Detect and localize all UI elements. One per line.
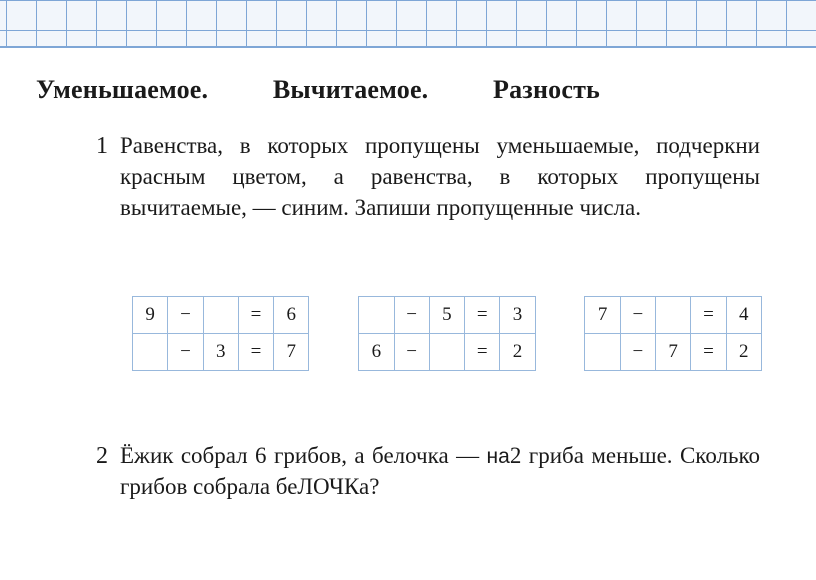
- r2e2c5: 2: [500, 334, 535, 371]
- dash: —: [456, 443, 479, 468]
- r1e1c1: 9: [133, 297, 168, 334]
- gap: [535, 297, 585, 334]
- r1e2c4: =: [465, 297, 500, 334]
- equations-grid: 9 − = 6 − 5 = 3 7 − = 4 − 3 = 7 6 −: [132, 296, 772, 388]
- r2e1c1: [133, 334, 168, 371]
- r1e3c5: 4: [726, 297, 761, 334]
- r2e3c4: =: [691, 334, 726, 371]
- title-word-1: Уменьшаемое.: [36, 75, 208, 105]
- r1e3c4: =: [691, 297, 726, 334]
- exercise-2: 2 Ёжик собрал 6 грибов, а белочка — на2 …: [120, 440, 760, 502]
- r2e3c2: −: [620, 334, 655, 371]
- r1e3c1: 7: [585, 297, 620, 334]
- page-title: Уменьшаемое. Вычитаемое. Разность: [36, 75, 780, 105]
- exercise-1-number: 1: [96, 130, 108, 162]
- r2e2c1: 6: [359, 334, 394, 371]
- r2e1c5: 7: [274, 334, 309, 371]
- r1e2c5: 3: [500, 297, 535, 334]
- r1e1c3: [203, 297, 238, 334]
- title-word-2: Вычитаемое.: [273, 75, 429, 105]
- r1e3c2: −: [620, 297, 655, 334]
- r1e3c3: [656, 297, 691, 334]
- r2e1c4: =: [238, 334, 273, 371]
- equation-row-1: 9 − = 6 − 5 = 3 7 − = 4: [133, 297, 762, 334]
- gap: [535, 334, 585, 371]
- r2e3c3: 7: [656, 334, 691, 371]
- r1e2c1: [359, 297, 394, 334]
- equation-row-2: − 3 = 7 6 − = 2 − 7 = 2: [133, 334, 762, 371]
- r2e1c3: 3: [203, 334, 238, 371]
- exercise-2-text-a: Ёжик собрал 6 грибов, а белочка: [120, 443, 456, 468]
- gap: [309, 334, 359, 371]
- r1e2c3: 5: [429, 297, 464, 334]
- r2e2c4: =: [465, 334, 500, 371]
- r2e2c3: [429, 334, 464, 371]
- exercise-2-number: 2: [96, 440, 108, 472]
- equations-table: 9 − = 6 − 5 = 3 7 − = 4 − 3 = 7 6 −: [132, 296, 762, 371]
- r2e3c1: [585, 334, 620, 371]
- exercise-1: 1 Равенства, в которых пропущены уменьша…: [120, 130, 760, 223]
- exercise-1-text: Равенства, в которых пропущены уменьшаем…: [120, 133, 760, 220]
- r1e2c2: −: [394, 297, 429, 334]
- gap: [309, 297, 359, 334]
- top-notebook-grid: [0, 0, 816, 48]
- r2e2c2: −: [394, 334, 429, 371]
- r2e1c2: −: [168, 334, 203, 371]
- r1e1c4: =: [238, 297, 273, 334]
- r1e1c5: 6: [274, 297, 309, 334]
- r2e3c5: 2: [726, 334, 761, 371]
- title-word-3: Разность: [493, 75, 600, 105]
- na-insert: на: [479, 445, 510, 468]
- r1e1c2: −: [168, 297, 203, 334]
